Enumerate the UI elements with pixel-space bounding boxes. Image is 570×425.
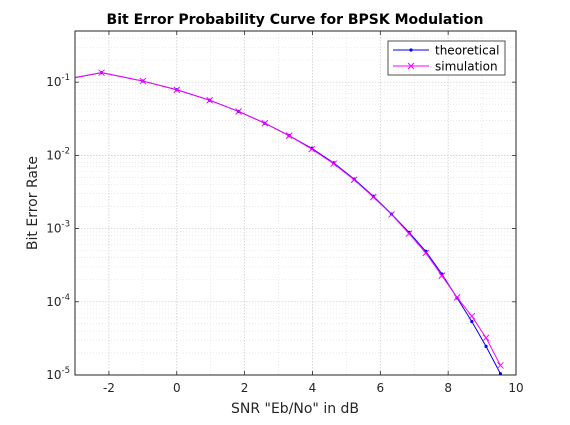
plot-background bbox=[75, 31, 516, 375]
y-axis-label: Bit Error Rate bbox=[25, 156, 41, 250]
y-tick-label: 10-5 bbox=[46, 366, 70, 382]
data-point-theoretical bbox=[484, 344, 488, 348]
x-tick-label: 6 bbox=[376, 381, 384, 395]
x-tick-label: 8 bbox=[444, 381, 452, 395]
data-point-simulation bbox=[453, 293, 461, 301]
series-line-simulation bbox=[74, 72, 501, 366]
data-point-simulation bbox=[405, 230, 413, 237]
data-point-simulation bbox=[308, 145, 316, 153]
x-tick-label: 0 bbox=[173, 381, 181, 395]
chart-title: Bit Error Probability Curve for BPSK Mod… bbox=[107, 12, 484, 28]
data-point-simulation bbox=[438, 272, 446, 279]
data-point-simulation bbox=[206, 96, 213, 104]
x-tick-labels: -2 0 2 4 6 8 10 bbox=[103, 381, 524, 395]
data-point-simulation bbox=[369, 193, 377, 201]
data-point-simulation bbox=[285, 132, 293, 140]
data-point-simulation bbox=[98, 69, 105, 77]
data-point-simulation bbox=[261, 119, 269, 127]
data-point-simulation bbox=[388, 211, 395, 218]
y-tick-label: 10-2 bbox=[46, 146, 70, 162]
plot-frame bbox=[74, 30, 517, 376]
y-tick-label: 10-1 bbox=[46, 73, 70, 89]
data-point-simulation bbox=[139, 77, 147, 85]
legend-box bbox=[387, 40, 506, 76]
legend-label-theoretical: theoretical bbox=[435, 44, 499, 58]
data-point-theoretical bbox=[470, 319, 474, 324]
y-tick-label: 10-3 bbox=[46, 220, 70, 236]
legend-label-simulation: simulation bbox=[435, 60, 498, 74]
data-point-simulation bbox=[468, 312, 476, 320]
data-point-simulation bbox=[497, 362, 504, 369]
data-point-simulation bbox=[482, 334, 490, 342]
data-point-simulation bbox=[350, 176, 358, 184]
data-point-simulation bbox=[173, 86, 181, 94]
y-tick-labels: 10-5 10-4 10-3 10-2 10-1 bbox=[46, 73, 70, 382]
x-axis-label: SNR "Eb/No" in dB bbox=[231, 401, 359, 417]
series-layer bbox=[74, 69, 504, 376]
data-point-simulation bbox=[422, 249, 430, 257]
x-tick-label: -2 bbox=[103, 381, 115, 395]
legend-marker-simulation bbox=[407, 62, 415, 70]
data-point-simulation bbox=[330, 160, 338, 168]
x-tick-label: 2 bbox=[241, 381, 249, 395]
y-tick-label: 10-4 bbox=[46, 293, 70, 309]
legend: theoretical simulation bbox=[387, 40, 506, 76]
legend-marker-theoretical bbox=[409, 48, 413, 52]
tick-marks bbox=[75, 31, 517, 376]
x-tick-label: 4 bbox=[309, 381, 317, 395]
data-point-theoretical bbox=[371, 194, 375, 198]
data-point-simulation bbox=[235, 108, 242, 115]
x-tick-label: 10 bbox=[508, 381, 523, 395]
